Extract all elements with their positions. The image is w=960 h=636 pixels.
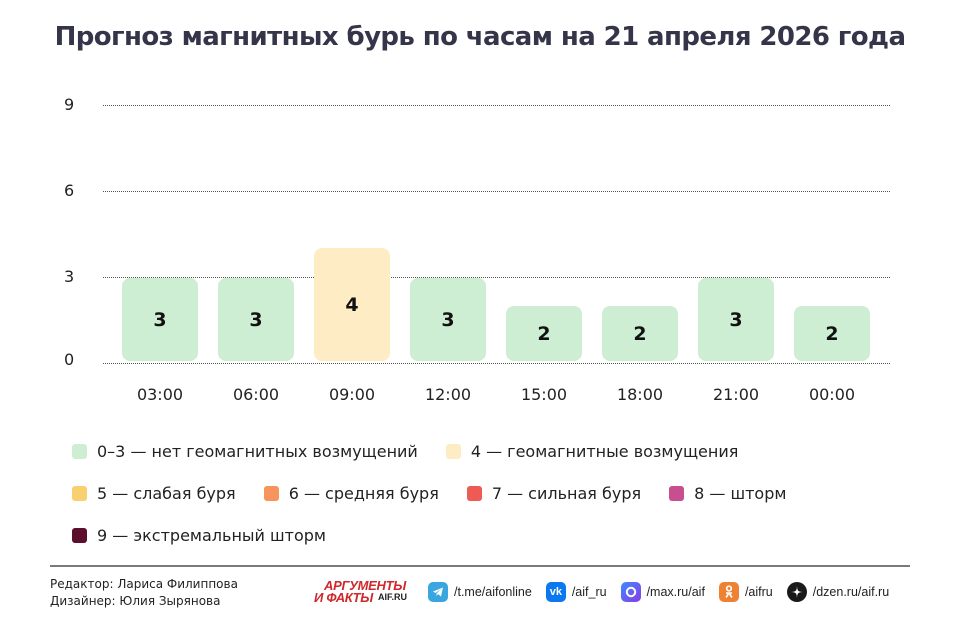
editor-credit: Редактор: Лариса Филиппова	[50, 577, 238, 591]
legend-swatch	[466, 486, 482, 501]
bar-1200: 3	[410, 278, 486, 361]
bar-0600: 3	[218, 278, 294, 361]
bar-0300: 3	[122, 278, 198, 361]
legend-row-1: 0–3 — нет геомагнитных возмущений 4 — ге…	[72, 442, 766, 461]
brand-site: AIF.RU	[378, 592, 407, 602]
x-tick: 03:00	[136, 385, 184, 404]
social-label: /aifru	[744, 585, 773, 599]
bar-1500: 2	[506, 306, 582, 361]
legend-swatch	[669, 486, 685, 501]
bar-value: 3	[729, 308, 743, 331]
social-label: /max.ru/aif	[646, 585, 705, 599]
x-tick: 15:00	[520, 385, 568, 404]
bar-value: 3	[249, 308, 263, 331]
social-label: /dzen.ru/aif.ru	[812, 585, 890, 599]
social-label: /t.me/aifonline	[454, 585, 532, 599]
legend-item: 8 — шторм	[669, 484, 786, 503]
bar-value: 3	[441, 308, 455, 331]
legend-swatch	[72, 486, 87, 501]
legend-label: 9 — экстремальный шторм	[97, 526, 326, 545]
legend-label: 4 — геомагнитные возмущения	[470, 442, 739, 461]
y-tick-3: 3	[64, 267, 75, 286]
legend-item: 4 — геомагнитные возмущения	[445, 442, 739, 461]
x-tick: 12:00	[424, 385, 472, 404]
social-link-telegram[interactable]: /t.me/aifonline	[428, 582, 532, 602]
legend-item: 6 — средняя буря	[263, 484, 439, 503]
designer-credit: Дизайнер: Юлия Зырянова	[50, 594, 221, 608]
dzen-icon	[786, 582, 807, 602]
legend-swatch	[72, 444, 87, 459]
bar-0000: 2	[794, 306, 870, 361]
y-tick-9: 9	[64, 95, 75, 114]
legend-swatch	[263, 486, 279, 501]
legend-item: 0–3 — нет геомагнитных возмущений	[72, 442, 418, 461]
social-link-max[interactable]: /max.ru/aif	[620, 582, 705, 602]
footer-divider	[50, 565, 910, 567]
legend-row-2: 5 — слабая буря 6 — средняя буря 7 — сил…	[72, 484, 814, 503]
brand-line-1: АРГУМЕНТЫ	[324, 578, 406, 593]
legend-item: 5 — слабая буря	[72, 484, 236, 503]
social-link-vk[interactable]: vk /aif_ru	[545, 582, 607, 602]
bar-0900: 4	[314, 248, 390, 361]
legend-swatch	[72, 528, 87, 543]
gridline-9	[103, 105, 890, 106]
bar-value: 4	[345, 293, 359, 316]
credits: Редактор: Лариса Филиппова Дизайнер: Юли…	[50, 576, 238, 610]
legend-item: 9 — экстремальный шторм	[72, 526, 326, 545]
gridline-6	[103, 191, 890, 192]
bar-1800: 2	[602, 306, 678, 361]
social-link-dzen[interactable]: /dzen.ru/aif.ru	[786, 582, 890, 602]
chart-title: Прогноз магнитных бурь по часам на 21 ап…	[54, 22, 906, 52]
x-tick: 06:00	[232, 385, 280, 404]
aif-logo[interactable]: АРГУМЕНТЫ И ФАКТЫ AIF.RU	[314, 578, 414, 606]
bar-chart: 9 6 3 0 3 3 4 3 2 2 3 2 03:00 06:00 09:0…	[64, 95, 890, 404]
gridline-3	[103, 277, 890, 278]
vk-icon: vk	[545, 582, 566, 602]
odnoklassniki-icon	[718, 582, 739, 602]
social-links: /t.me/aifonline vk /aif_ru /max.ru/aif /…	[428, 582, 903, 602]
bar-2100: 3	[698, 278, 774, 361]
x-tick: 09:00	[328, 385, 376, 404]
gridline-0	[103, 363, 890, 364]
brand-line-2: И ФАКТЫ	[314, 590, 373, 605]
y-tick-0: 0	[64, 350, 75, 369]
social-label: /aif_ru	[571, 585, 607, 599]
legend-row-3: 9 — экстремальный шторм	[72, 526, 354, 545]
y-tick-6: 6	[64, 181, 75, 200]
bar-value: 2	[537, 322, 551, 345]
max-icon	[620, 582, 641, 602]
legend-swatch	[445, 444, 461, 459]
legend-label: 5 — слабая буря	[97, 484, 236, 503]
legend-label: 8 — шторм	[694, 484, 787, 503]
social-link-odnoklassniki[interactable]: /aifru	[718, 582, 773, 602]
bar-value: 3	[153, 308, 167, 331]
bar-value: 2	[825, 322, 839, 345]
legend-item: 7 — сильная буря	[466, 484, 642, 503]
legend-label: 7 — сильная буря	[491, 484, 642, 503]
x-tick: 21:00	[712, 385, 760, 404]
x-tick: 00:00	[808, 385, 856, 404]
legend-label: 6 — средняя буря	[288, 484, 439, 503]
legend-label: 0–3 — нет геомагнитных возмущений	[97, 442, 418, 461]
x-tick: 18:00	[616, 385, 664, 404]
telegram-icon	[428, 582, 448, 602]
bar-value: 2	[633, 322, 647, 345]
